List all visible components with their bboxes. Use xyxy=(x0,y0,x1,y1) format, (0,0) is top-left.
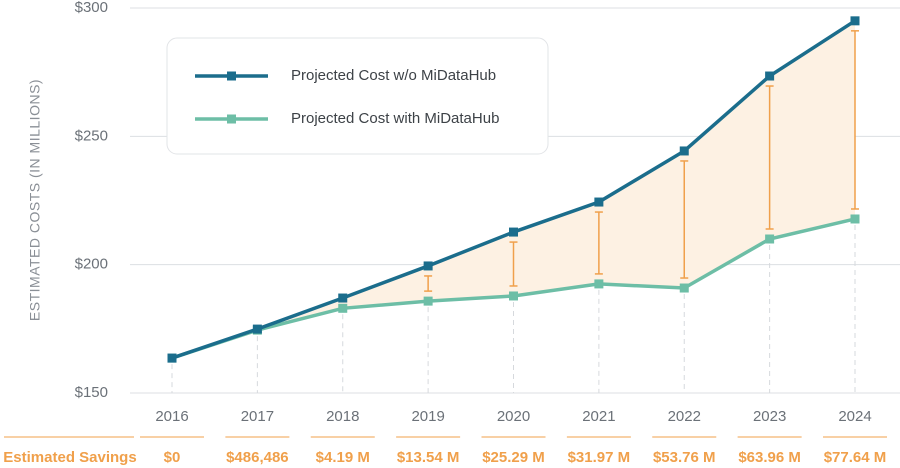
y-tick-label: $300 xyxy=(75,0,108,16)
x-tick-label: 2017 xyxy=(241,408,274,425)
y-tick-label: $200 xyxy=(75,256,108,273)
savings-range xyxy=(594,211,603,275)
point-marker xyxy=(594,279,604,289)
point-marker xyxy=(765,234,775,244)
savings-range xyxy=(509,241,518,287)
savings-value: $4.19 M xyxy=(316,449,370,466)
x-tick-label: 2019 xyxy=(411,408,444,425)
savings-value: $25.29 M xyxy=(482,449,545,466)
point-marker xyxy=(423,296,433,306)
x-tick-label: 2024 xyxy=(838,408,871,425)
savings-value: $77.64 M xyxy=(824,449,887,466)
point-marker xyxy=(167,353,177,363)
x-tick-label: 2018 xyxy=(326,408,359,425)
savings-value: $0 xyxy=(164,449,181,466)
savings-range xyxy=(680,160,689,279)
savings-value: $486,486 xyxy=(226,449,289,466)
savings-value: $31.97 M xyxy=(568,449,631,466)
y-axis-label: ESTIMATED COSTS (IN MILLIONS) xyxy=(27,79,43,321)
x-tick-label: 2016 xyxy=(155,408,188,425)
legend-box xyxy=(166,37,549,155)
legend-marker xyxy=(227,114,236,124)
point-marker xyxy=(679,283,689,293)
y-tick-label: $250 xyxy=(75,127,108,144)
point-marker xyxy=(509,227,518,237)
x-tick-label: 2021 xyxy=(582,408,615,425)
point-marker xyxy=(509,291,518,301)
legend-label: Projected Cost w/o MiDataHub xyxy=(291,67,496,84)
savings-value: $13.54 M xyxy=(397,449,460,466)
x-tick-label: 2020 xyxy=(497,408,530,425)
point-marker xyxy=(338,293,348,303)
point-marker xyxy=(850,16,860,26)
savings-range xyxy=(424,275,433,292)
point-marker xyxy=(252,324,262,334)
savings-value: $63.96 M xyxy=(738,449,801,466)
y-tick-label: $150 xyxy=(75,384,108,401)
point-marker xyxy=(679,146,689,156)
savings-range xyxy=(765,85,774,230)
legend: Projected Cost w/o MiDataHub Projected Co… xyxy=(166,37,549,155)
savings-value: $53.76 M xyxy=(653,449,716,466)
x-tick-label: 2023 xyxy=(753,408,786,425)
x-tick-label: 2022 xyxy=(668,408,701,425)
legend-marker xyxy=(227,71,236,81)
point-marker xyxy=(338,303,348,313)
point-marker xyxy=(765,71,775,81)
point-marker xyxy=(423,261,433,271)
point-marker xyxy=(594,197,604,207)
savings-range xyxy=(851,30,859,210)
savings-title: Estimated Savings xyxy=(3,449,136,466)
point-marker xyxy=(850,214,860,224)
legend-label: Projected Cost with MiDataHub xyxy=(291,110,499,127)
